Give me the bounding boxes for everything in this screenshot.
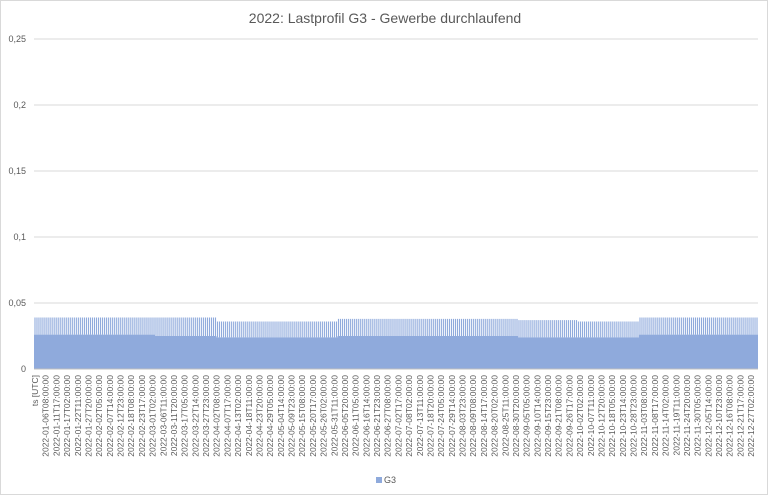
- x-tick-label: 2022-12-21T17:00:00: [735, 375, 745, 457]
- x-tick-label: 2022-01-11T17:00:00: [51, 375, 61, 456]
- x-tick-label: 2022-04-23T20:00:00: [254, 375, 264, 457]
- x-tick-label: 2022-09-21T08:00:00: [554, 375, 564, 457]
- x-tick-label: 2022-11-14T02:00:00: [661, 375, 671, 456]
- x-tick-label: 2022-01-22T11:00:00: [73, 375, 83, 456]
- x-tick-label: 2022-01-27T20:00:00: [83, 375, 93, 457]
- x-tick-label: 2022-04-18T11:00:00: [244, 375, 254, 456]
- x-tick-label: 2022-11-19T11:00:00: [671, 375, 681, 456]
- x-tick-label: 2022-06-05T20:00:00: [340, 375, 350, 457]
- y-tick-label: 0,25: [8, 34, 26, 44]
- x-tick-label: 2022-08-30T20:00:00: [511, 375, 521, 457]
- legend-swatch-g3: [376, 477, 382, 483]
- legend: G3: [376, 475, 396, 485]
- x-tick-label: 2022-03-01T02:00:00: [148, 375, 158, 457]
- x-tick-label: 2022-08-03T23:00:00: [458, 375, 468, 457]
- x-tick-label: 2022-10-02T02:00:00: [575, 375, 585, 457]
- x-tick-label: 2022-02-23T17:00:00: [137, 375, 147, 457]
- gridlines: [34, 38, 758, 304]
- x-tick-label: 2022-07-24T05:00:00: [436, 375, 446, 457]
- x-tick-label: 2022-10-07T11:00:00: [586, 375, 596, 456]
- x-tick-label: 2022-08-14T17:00:00: [479, 375, 489, 457]
- x-tick-label: 2022-12-27T02:00:00: [746, 375, 756, 457]
- y-tick-label: 0,15: [8, 166, 26, 176]
- x-tick-label: 2022-10-12T20:00:00: [596, 375, 606, 457]
- x-tick-label: 2022-04-07T17:00:00: [222, 375, 232, 457]
- x-tick-label: 2022-03-27T23:00:00: [201, 375, 211, 457]
- series-area-g3: [34, 317, 758, 369]
- x-tick-label: 2022-06-11T05:00:00: [351, 375, 361, 456]
- y-tick-label: 0,1: [13, 232, 26, 242]
- x-tick-label: 2022-02-02T05:00:00: [94, 375, 104, 457]
- x-tick-label: 2022-07-08T02:00:00: [404, 375, 414, 457]
- x-tick-label: 2022-03-11T20:00:00: [169, 375, 179, 456]
- y-tick-label: 0,2: [13, 100, 26, 110]
- x-tick-label: 2022-10-23T14:00:00: [618, 375, 628, 457]
- x-tick-label: 2022-09-26T17:00:00: [564, 375, 574, 457]
- x-tick-label: 2022-04-13T02:00:00: [233, 375, 243, 457]
- x-tick-label: 2022-08-20T02:00:00: [490, 375, 500, 457]
- x-tick-label: 2022-07-29T14:00:00: [447, 375, 457, 457]
- x-tick-label: 2022-01-06T08:00:00: [41, 375, 51, 457]
- x-tick-label: 2022-03-17T05:00:00: [180, 375, 190, 457]
- x-tick-label: 2022-02-12T23:00:00: [116, 375, 126, 457]
- x-tick-label: 2022-03-06T11:00:00: [158, 375, 168, 456]
- x-tick-label: 2022-08-25T11:00:00: [500, 375, 510, 456]
- x-tick-label: 2022-10-18T05:00:00: [607, 375, 617, 457]
- x-tick-label: 2022-06-27T08:00:00: [383, 375, 393, 457]
- x-tick-label: 2022-10-28T23:00:00: [629, 375, 639, 457]
- x-tick-label: 2022-06-21T23:00:00: [372, 375, 382, 457]
- y-tick-label: 0: [21, 364, 26, 374]
- x-tick-label: 2022-09-10T14:00:00: [532, 375, 542, 457]
- x-tick-label: 2022-05-31T11:00:00: [329, 375, 339, 456]
- x-tick-label: 2022-05-26T02:00:00: [319, 375, 329, 457]
- x-tick-label: 2022-07-18T20:00:00: [425, 375, 435, 457]
- series-area-base: [34, 334, 758, 369]
- x-tick-label: 2022-08-09T08:00:00: [468, 375, 478, 457]
- series-daily-peaks: [34, 317, 758, 338]
- x-tick-label: 2022-11-30T05:00:00: [693, 375, 703, 456]
- x-tick-label: 2022-06-16T14:00:00: [361, 375, 371, 457]
- x-tick-label: 2022-12-10T23:00:00: [714, 375, 724, 457]
- x-tick-label: 2022-09-05T05:00:00: [522, 375, 532, 457]
- x-tick-label: 2022-03-22T14:00:00: [190, 375, 200, 457]
- x-tick-label: 2022-11-24T20:00:00: [682, 375, 692, 456]
- x-tick-label: 2022-07-02T17:00:00: [393, 375, 403, 457]
- x-tick-label: 2022-09-15T23:00:00: [543, 375, 553, 457]
- x-tick-label: 2022-01-17T02:00:00: [62, 375, 72, 457]
- x-tick-label: 2022-02-18T08:00:00: [126, 375, 136, 457]
- x-tick-label: 2022-05-04T14:00:00: [276, 375, 286, 457]
- x-tick-label: 2022-11-03T08:00:00: [639, 375, 649, 456]
- x-axis-ticks: ts [UTC] 2022-01-06T08:00:00 2022-01-11T17…: [30, 375, 756, 457]
- x-tick-label: ts [UTC]: [30, 375, 40, 406]
- x-tick-label: 2022-04-02T08:00:00: [212, 375, 222, 457]
- x-tick-label: 2022-12-05T14:00:00: [703, 375, 713, 457]
- x-tick-label: 2022-05-20T17:00:00: [308, 375, 318, 457]
- legend-label-g3: G3: [384, 475, 396, 485]
- x-tick-label: 2022-11-08T17:00:00: [650, 375, 660, 456]
- x-tick-label: 2022-04-29T05:00:00: [265, 375, 275, 457]
- x-tick-label: 2022-05-15T08:00:00: [297, 375, 307, 457]
- y-tick-label: 0,05: [8, 298, 26, 308]
- x-tick-label: 2022-07-13T11:00:00: [415, 375, 425, 456]
- x-tick-label: 2022-02-07T14:00:00: [105, 375, 115, 457]
- chart-title: 2022: Lastprofil G3 - Gewerbe durchlaufe…: [249, 10, 521, 26]
- x-tick-label: 2022-12-16T08:00:00: [725, 375, 735, 457]
- x-tick-label: 2022-05-09T23:00:00: [287, 375, 297, 457]
- y-axis-ticks: 0 0,05 0,1 0,15 0,2 0,25: [8, 34, 26, 374]
